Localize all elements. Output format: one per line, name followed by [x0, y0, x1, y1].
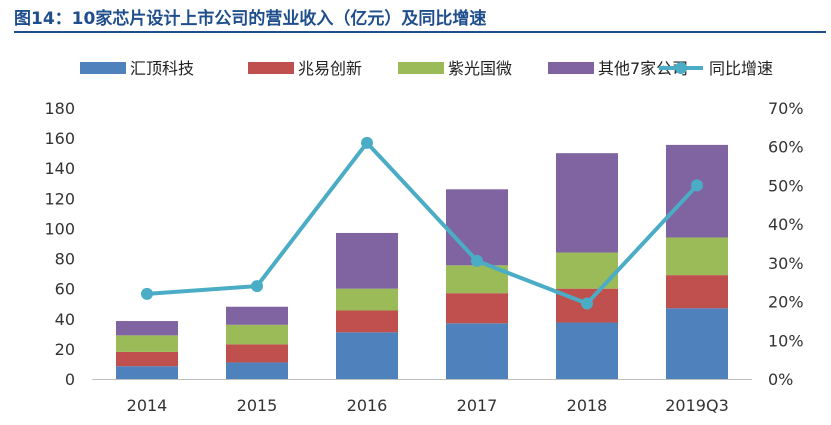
growth-point — [141, 287, 153, 300]
x-tick-label: 2014 — [127, 396, 168, 415]
legend-swatch — [548, 62, 594, 74]
y-tick-label: 100 — [44, 219, 75, 238]
y-tick-label: 60 — [55, 280, 75, 299]
bar-segment — [116, 351, 178, 367]
legend: 汇顶科技 兆易创新 紫光国微 其他7家公司 同比增速 — [80, 59, 773, 78]
bar-segment — [336, 332, 398, 379]
bar-segment — [666, 275, 728, 309]
bar-segment — [226, 306, 288, 325]
x-tick-label: 2017 — [457, 396, 498, 415]
y-tick-label: 180 — [44, 99, 75, 118]
y2-tick-label: 40% — [768, 215, 804, 234]
x-axis: 2014 2015 2016 2017 2018 2019Q3 — [92, 379, 752, 415]
x-tick-label: 2019Q3 — [665, 396, 729, 415]
x-tick-label: 2015 — [237, 396, 278, 415]
bar-segment — [556, 252, 618, 289]
bar-segment — [226, 344, 288, 363]
legend-label: 兆易创新 — [298, 59, 362, 78]
y2-tick-label: 30% — [768, 254, 804, 273]
y2-tick-label: 20% — [768, 293, 804, 312]
right-axis: 0% 10% 20% 30% 40% 50% 60% 70% — [768, 99, 804, 389]
bars — [116, 144, 728, 379]
growth-point — [471, 254, 483, 267]
y-tick-label: 140 — [44, 159, 75, 178]
bar-segment — [666, 237, 728, 276]
legend-swatch — [248, 62, 294, 74]
growth-point — [251, 280, 263, 293]
growth-point — [691, 179, 703, 192]
x-tick-label: 2018 — [567, 396, 608, 415]
y-tick-label: 40 — [55, 310, 75, 329]
y-tick-label: 0 — [65, 370, 75, 389]
bar-segment — [446, 189, 508, 266]
bar-segment — [666, 308, 728, 379]
left-axis: 0 20 40 60 80 100 120 140 160 180 — [44, 99, 75, 389]
legend-label: 其他7家公司 — [598, 59, 688, 78]
legend-label: 同比增速 — [709, 59, 773, 78]
bar-segment — [226, 362, 288, 379]
legend-label: 汇顶科技 — [130, 59, 194, 78]
bar-segment — [336, 310, 398, 333]
y-tick-label: 120 — [44, 189, 75, 208]
y2-tick-label: 50% — [768, 176, 804, 195]
bar-segment — [226, 324, 288, 345]
chart-title: 图14：10家芯片设计上市公司的营业收入（亿元）及同比增速 — [14, 9, 487, 29]
x-tick-label: 2016 — [347, 396, 388, 415]
bar-segment — [446, 323, 508, 379]
bar-segment — [336, 232, 398, 289]
bar-segment — [116, 321, 178, 336]
y-tick-label: 20 — [55, 340, 75, 359]
y2-tick-label: 60% — [768, 138, 804, 157]
legend-label: 紫光国微 — [448, 59, 512, 78]
y2-tick-label: 10% — [768, 331, 804, 350]
growth-line-path — [146, 140, 699, 306]
y-tick-label: 80 — [55, 250, 75, 269]
y2-tick-label: 70% — [768, 99, 804, 118]
y2-tick-label: 0% — [768, 370, 793, 389]
legend-swatch — [398, 62, 444, 74]
growth-point — [581, 297, 593, 310]
bar-segment — [556, 153, 618, 253]
y-tick-label: 160 — [44, 129, 75, 148]
growth-line — [141, 136, 703, 310]
growth-point — [361, 136, 373, 149]
bar-segment — [116, 366, 178, 379]
title-rule — [14, 31, 826, 33]
bar-segment — [556, 322, 618, 379]
bar-segment — [336, 288, 398, 311]
bar-segment — [446, 293, 508, 324]
legend-swatch — [80, 62, 126, 74]
legend-line-marker — [675, 62, 687, 74]
bar-segment — [116, 335, 178, 352]
